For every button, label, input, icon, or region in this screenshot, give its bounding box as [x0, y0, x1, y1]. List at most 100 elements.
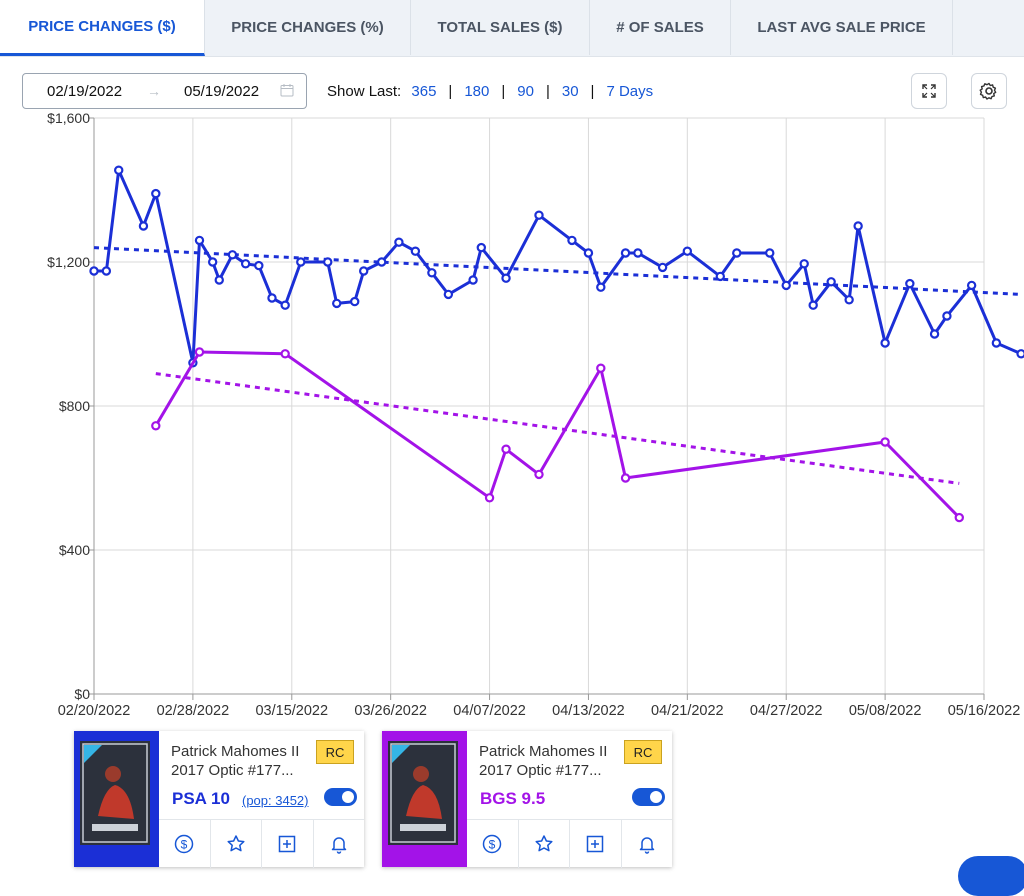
svg-text:$: $ — [181, 838, 188, 852]
y-tick-label: $400 — [59, 542, 90, 558]
plus-square-icon — [587, 835, 604, 853]
tab-price-changes-dollar[interactable]: PRICE CHANGES ($) — [0, 0, 205, 56]
card-grade: PSA 10 — [172, 789, 230, 808]
series-toggle[interactable] — [324, 788, 357, 806]
card-thumbnail — [388, 741, 458, 845]
data-point — [583, 248, 594, 258]
dollar-icon: $ — [483, 834, 502, 854]
data-point — [240, 259, 251, 269]
data-point — [394, 237, 404, 247]
y-tick-label: $1,600 — [47, 112, 90, 126]
add-to-collection-action[interactable] — [262, 820, 314, 868]
expand-icon — [922, 84, 936, 98]
data-point — [781, 280, 791, 291]
show-last-180[interactable]: 180 — [464, 83, 490, 100]
data-point — [427, 268, 437, 278]
card-player-name: Patrick Mahomes II 2017 Optic #177... — [479, 742, 619, 780]
data-point — [267, 293, 277, 303]
data-point — [942, 311, 952, 321]
card-title-line1: Patrick Mahomes II — [171, 743, 300, 760]
price-action[interactable]: $ — [159, 820, 211, 868]
x-tick-label: 02/20/2022 — [58, 703, 131, 719]
alert-action[interactable] — [622, 820, 673, 868]
data-point — [534, 210, 544, 220]
series-toggle[interactable] — [632, 788, 665, 806]
data-point — [880, 437, 890, 447]
favorite-action[interactable] — [519, 820, 570, 868]
card-bgs95[interactable]: Patrick Mahomes II 2017 Optic #177... RC… — [382, 731, 672, 868]
x-tick-label: 04/27/2022 — [750, 703, 823, 719]
bell-icon — [639, 837, 654, 854]
data-point — [880, 338, 890, 348]
data-point — [194, 347, 205, 357]
data-point — [596, 363, 606, 373]
x-tick-label: 02/28/2022 — [157, 703, 230, 719]
data-point — [620, 248, 631, 258]
alert-action[interactable] — [314, 820, 365, 868]
show-last-label: Show Last: — [327, 83, 402, 100]
data-point — [929, 329, 940, 339]
star-icon — [227, 835, 245, 852]
expand-button[interactable] — [911, 73, 947, 109]
data-point — [484, 493, 495, 503]
show-last-365[interactable]: 365 — [411, 83, 437, 100]
data-point — [620, 473, 631, 483]
data-point — [1016, 349, 1024, 359]
data-point — [799, 259, 809, 269]
data-point — [853, 221, 863, 231]
tab-bar: PRICE CHANGES ($) PRICE CHANGES (%) TOTA… — [0, 0, 1024, 57]
data-point — [826, 277, 836, 287]
card-actions: $ — [467, 819, 672, 868]
date-range-picker[interactable]: 02/19/2022 → 05/19/2022 — [22, 73, 307, 109]
price-chart[interactable]: $0 $400 $800 $1,200 $1,600 02/20/2022 02/28/20… — [0, 112, 1024, 724]
data-point — [151, 188, 161, 199]
data-point — [501, 273, 511, 283]
price-action[interactable]: $ — [467, 820, 519, 868]
data-point — [567, 235, 577, 246]
y-tick-label: $1,200 — [47, 254, 90, 270]
pop-link[interactable]: (pop: 3452) — [242, 793, 309, 808]
data-point — [534, 469, 544, 480]
data-point — [808, 300, 818, 310]
data-point — [214, 275, 224, 285]
card-title-line2: 2017 Optic #177... — [479, 762, 602, 779]
favorite-action[interactable] — [211, 820, 262, 868]
data-point — [350, 296, 360, 307]
show-last-90[interactable]: 90 — [517, 83, 534, 100]
data-point — [332, 298, 342, 309]
data-point — [151, 421, 161, 431]
data-point — [410, 246, 421, 256]
data-point — [138, 221, 149, 231]
gear-icon — [979, 82, 997, 100]
card-psa10[interactable]: Patrick Mahomes II 2017 Optic #177... RC… — [74, 731, 364, 868]
help-chat-button[interactable] — [958, 856, 1024, 896]
settings-button[interactable] — [971, 73, 1007, 109]
date-from[interactable]: 02/19/2022 — [47, 82, 123, 100]
data-point — [194, 235, 205, 246]
separator: | — [501, 83, 506, 100]
plus-square-icon — [279, 835, 296, 853]
pop-link-text[interactable]: (pop: 3452) — [242, 793, 309, 808]
data-point — [844, 295, 854, 305]
data-point — [280, 300, 290, 310]
series-line-1 — [94, 168, 1022, 365]
toggle-knob — [342, 791, 354, 803]
data-point — [376, 257, 387, 267]
tab-number-of-sales[interactable]: # OF SALES — [590, 0, 731, 55]
date-to[interactable]: 05/19/2022 — [184, 82, 260, 100]
data-point — [358, 266, 369, 276]
calendar-icon[interactable] — [280, 83, 294, 97]
data-point — [227, 250, 238, 260]
tab-price-changes-percent[interactable]: PRICE CHANGES (%) — [205, 0, 411, 55]
show-last-30[interactable]: 30 — [561, 83, 579, 100]
card-actions: $ — [159, 819, 364, 868]
tab-last-avg-sale-price[interactable]: LAST AVG SALE PRICE — [731, 0, 953, 55]
x-tick-label: 04/07/2022 — [453, 703, 526, 719]
show-last-7-days[interactable]: 7 Days — [606, 83, 654, 100]
card-grade: BGS 9.5 — [480, 789, 546, 808]
separator: | — [545, 83, 550, 100]
data-point — [323, 257, 333, 267]
tab-total-sales[interactable]: TOTAL SALES ($) — [411, 0, 590, 55]
svg-text:$: $ — [489, 838, 496, 852]
add-to-collection-action[interactable] — [570, 820, 622, 868]
